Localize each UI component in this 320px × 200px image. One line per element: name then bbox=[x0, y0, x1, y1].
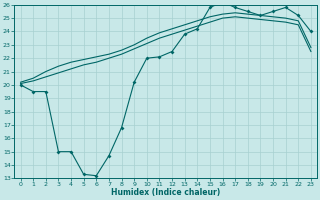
X-axis label: Humidex (Indice chaleur): Humidex (Indice chaleur) bbox=[111, 188, 220, 197]
